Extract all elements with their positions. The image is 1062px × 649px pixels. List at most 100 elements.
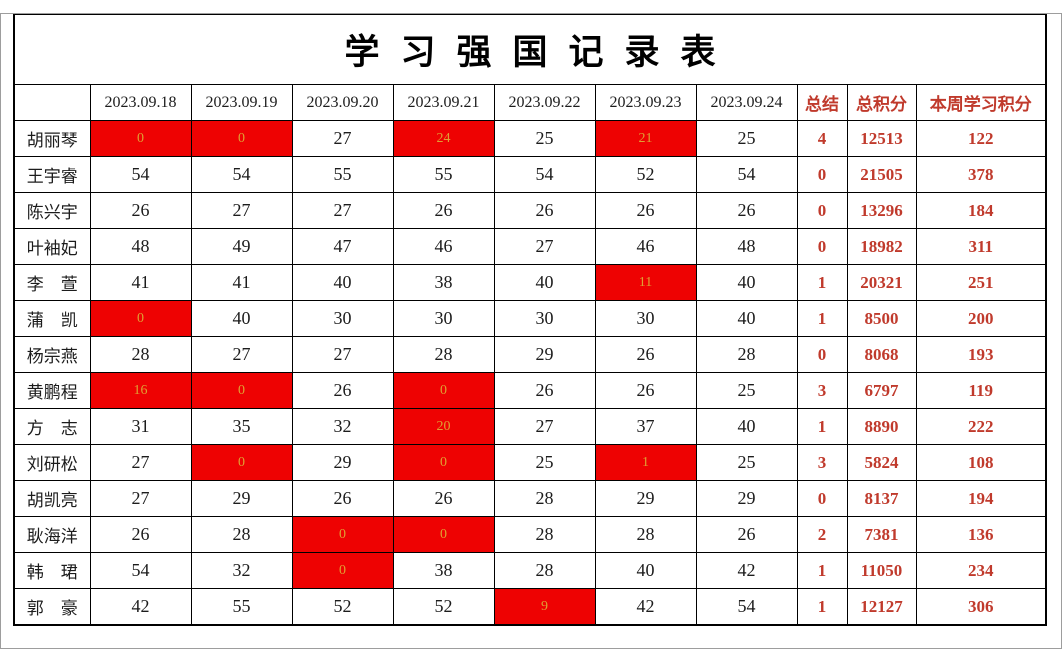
daily-score-cell: 0 [392,372,495,409]
summary-count-cell: 4 [796,120,848,157]
daily-score-cell: 29 [291,444,394,481]
week-points-cell: 119 [915,372,1047,409]
daily-score-cell: 30 [594,300,697,337]
daily-score-cell: 26 [89,516,192,553]
summary-count-cell: 1 [796,264,848,301]
daily-score-cell: 54 [493,156,596,193]
week-points-cell: 136 [915,516,1047,553]
daily-score-cell: 26 [392,480,495,517]
person-name: 方 志 [13,408,91,445]
person-name: 叶袖妃 [13,228,91,265]
daily-score-cell: 38 [392,552,495,589]
summary-count-cell: 0 [796,192,848,229]
daily-score-cell: 54 [695,588,798,626]
daily-score-cell: 35 [190,408,293,445]
total-points-cell: 11050 [846,552,917,589]
date-column-header: 2023.09.22 [493,84,596,121]
table-row: 耿海洋 26 28 0 0 28 28 26 2 7381 136 [13,516,1047,553]
daily-score-cell: 27 [89,480,192,517]
week-points-cell: 234 [915,552,1047,589]
daily-score-cell: 1 [594,444,697,481]
daily-score-cell: 0 [291,552,394,589]
daily-score-cell: 20 [392,408,495,445]
person-name: 杨宗燕 [13,336,91,373]
total-points-cell: 8890 [846,408,917,445]
daily-score-cell: 0 [392,516,495,553]
summary-count-cell: 0 [796,480,848,517]
table-row: 王宇睿 54 54 55 55 54 52 54 0 21505 378 [13,156,1047,193]
page-title: 学习强国记录表 [13,13,1047,85]
daily-score-cell: 26 [594,336,697,373]
person-name: 胡凯亮 [13,480,91,517]
summary-count-cell: 1 [796,300,848,337]
date-column-header: 2023.09.21 [392,84,495,121]
date-column-header: 2023.09.19 [190,84,293,121]
daily-score-cell: 26 [594,192,697,229]
week-points-cell: 194 [915,480,1047,517]
daily-score-cell: 49 [190,228,293,265]
daily-score-cell: 47 [291,228,394,265]
daily-score-cell: 31 [89,408,192,445]
table-row: 方 志 31 35 32 20 27 37 40 1 8890 222 [13,408,1047,445]
daily-score-cell: 28 [493,552,596,589]
daily-score-cell: 0 [190,372,293,409]
daily-score-cell: 26 [291,480,394,517]
daily-score-cell: 42 [695,552,798,589]
total-points-cell: 5824 [846,444,917,481]
daily-score-cell: 0 [89,300,192,337]
person-name: 胡丽琴 [13,120,91,157]
daily-score-cell: 11 [594,264,697,301]
daily-score-cell: 37 [594,408,697,445]
table-row: 胡丽琴 0 0 27 24 25 21 25 4 12513 122 [13,120,1047,157]
table-body: 胡丽琴 0 0 27 24 25 21 25 4 12513 122 王宇睿 54 54 55 55 54 52 5… [13,120,1047,626]
person-name: 陈兴宇 [13,192,91,229]
table-row: 杨宗燕 28 27 27 28 29 26 28 0 8068 193 [13,336,1047,373]
daily-score-cell: 26 [695,192,798,229]
daily-score-cell: 26 [493,372,596,409]
daily-score-cell: 25 [493,444,596,481]
daily-score-cell: 32 [291,408,394,445]
table-row: 黄鹏程 16 0 26 0 26 26 25 3 6797 119 [13,372,1047,409]
daily-score-cell: 27 [291,192,394,229]
week-points-cell: 311 [915,228,1047,265]
daily-score-cell: 54 [190,156,293,193]
summary-count-cell: 0 [796,228,848,265]
daily-score-cell: 0 [392,444,495,481]
daily-score-cell: 40 [695,300,798,337]
daily-score-cell: 40 [493,264,596,301]
daily-score-cell: 28 [392,336,495,373]
total-points-cell: 7381 [846,516,917,553]
daily-score-cell: 26 [392,192,495,229]
header-row: 2023.09.18 2023.09.19 2023.09.20 2023.09.21… [13,84,1047,121]
daily-score-cell: 26 [695,516,798,553]
summary-count-cell: 3 [796,444,848,481]
daily-score-cell: 46 [594,228,697,265]
daily-score-cell: 21 [594,120,697,157]
daily-score-cell: 25 [695,372,798,409]
daily-score-cell: 42 [89,588,192,626]
daily-score-cell: 40 [695,408,798,445]
daily-score-cell: 54 [89,156,192,193]
daily-score-cell: 27 [291,336,394,373]
week-points-cell: 193 [915,336,1047,373]
daily-score-cell: 28 [493,480,596,517]
total-points-cell: 18982 [846,228,917,265]
table-row: 胡凯亮 27 29 26 26 28 29 29 0 8137 194 [13,480,1047,517]
date-column-header: 2023.09.20 [291,84,394,121]
person-name: 黄鹏程 [13,372,91,409]
person-name: 蒲 凯 [13,300,91,337]
daily-score-cell: 0 [190,120,293,157]
daily-score-cell: 25 [493,120,596,157]
daily-score-cell: 46 [392,228,495,265]
daily-score-cell: 27 [89,444,192,481]
daily-score-cell: 52 [594,156,697,193]
table-row: 叶袖妃 48 49 47 46 27 46 48 0 18982 311 [13,228,1047,265]
daily-score-cell: 52 [392,588,495,626]
summary-column-header: 总积分 [846,84,917,121]
daily-score-cell: 26 [594,372,697,409]
daily-score-cell: 40 [190,300,293,337]
daily-score-cell: 29 [493,336,596,373]
daily-score-cell: 52 [291,588,394,626]
week-points-cell: 378 [915,156,1047,193]
daily-score-cell: 28 [594,516,697,553]
